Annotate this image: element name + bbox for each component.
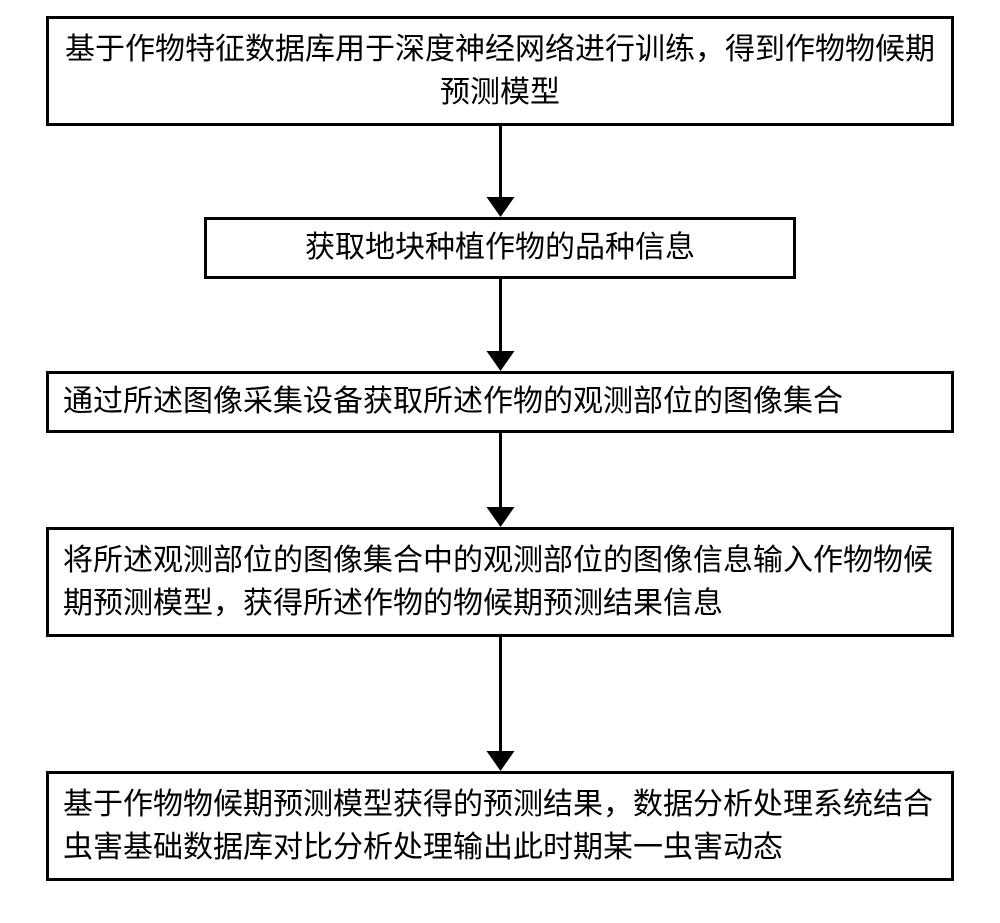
flowchart-arrow-4 (485, 637, 516, 773)
flowchart-node-1: 基于作物特征数据库用于深度神经网络进行训练，得到作物物候期预测模型 (46, 16, 954, 126)
flowchart-node-2: 获取地块种植作物的品种信息 (204, 217, 796, 279)
flowchart-node-4: 将所述观测部位的图像集合中的观测部位的图像信息输入作物物候期预测模型，获得所述作… (46, 527, 954, 637)
flowchart-arrow-1 (485, 126, 516, 219)
node-4-text: 将所述观测部位的图像集合中的观测部位的图像信息输入作物物候期预测模型，获得所述作… (63, 539, 937, 626)
flowchart-arrow-3 (485, 433, 516, 529)
node-3-text: 通过所述图像采集设备获取所述作物的观测部位的图像集合 (63, 380, 937, 424)
node-5-text: 基于作物物候期预测模型获得的预测结果，数据分析处理系统结合虫害基础数据库对比分析… (63, 783, 937, 870)
flowchart-canvas: 基于作物特征数据库用于深度神经网络进行训练，得到作物物候期预测模型 获取地块种植… (0, 0, 1000, 923)
flowchart-node-5: 基于作物物候期预测模型获得的预测结果，数据分析处理系统结合虫害基础数据库对比分析… (46, 771, 954, 881)
node-2-text: 获取地块种植作物的品种信息 (221, 226, 779, 270)
flowchart-node-3: 通过所述图像采集设备获取所述作物的观测部位的图像集合 (46, 371, 954, 433)
flowchart-arrow-2 (485, 279, 516, 373)
node-1-text: 基于作物特征数据库用于深度神经网络进行训练，得到作物物候期预测模型 (63, 28, 937, 115)
